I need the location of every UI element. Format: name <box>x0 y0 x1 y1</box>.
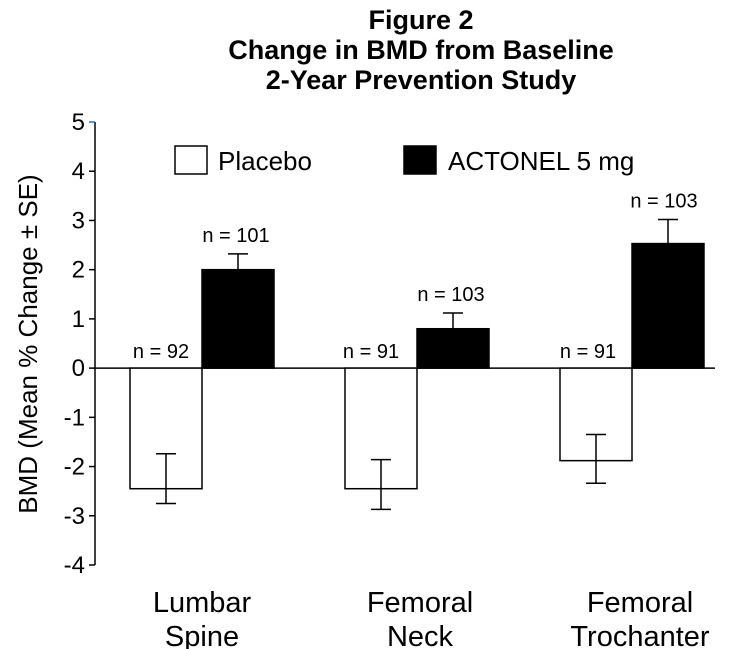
y-tick-label: -4 <box>64 552 85 579</box>
category-label: Neck <box>387 621 454 649</box>
plot-area: 5 4 3 2 1 0 -1 -2 -3 -4 n = 92 n = 91 n = 91 n = 101 n… <box>64 109 715 649</box>
category-label: Trochanter <box>570 621 709 649</box>
y-tick-label: -2 <box>64 454 85 481</box>
n-label: n = 92 <box>133 341 189 363</box>
y-axis-label: BMD (Mean % Change ± SE) <box>13 174 43 513</box>
chart-title-line-2: Change in BMD from Baseline <box>228 35 614 65</box>
category-label: Spine <box>165 621 239 649</box>
y-tick-label: 5 <box>72 109 85 136</box>
y-tick-label: 4 <box>72 158 85 185</box>
y-tick-label: 3 <box>72 207 85 234</box>
legend-label: Placebo <box>218 146 312 176</box>
category-label: Lumbar <box>153 587 252 619</box>
bar-actonel-0 <box>201 268 275 369</box>
category-label: Femoral <box>367 587 473 619</box>
chart-title-line-3: 2-Year Prevention Study <box>265 65 577 95</box>
n-label: n = 103 <box>630 190 697 212</box>
n-label: n = 103 <box>417 284 484 306</box>
n-label: n = 91 <box>560 341 616 363</box>
legend-swatch-actonel <box>403 145 437 175</box>
legend-label: ACTONEL 5 mg <box>448 146 634 176</box>
bar-actonel-2 <box>631 242 705 369</box>
n-label: n = 91 <box>343 341 399 363</box>
chart-title-line-1: Figure 2 <box>368 5 474 35</box>
y-tick-label: -1 <box>64 404 85 431</box>
legend-swatch-placebo <box>174 145 208 175</box>
y-tick-label: 1 <box>72 306 85 333</box>
bar-actonel-1 <box>416 327 490 369</box>
y-tick-label: 2 <box>72 257 85 284</box>
n-label: n = 101 <box>202 225 269 247</box>
category-label: Femoral <box>587 587 693 619</box>
y-tick-label: -3 <box>64 503 85 530</box>
y-tick-label: 0 <box>72 355 85 382</box>
